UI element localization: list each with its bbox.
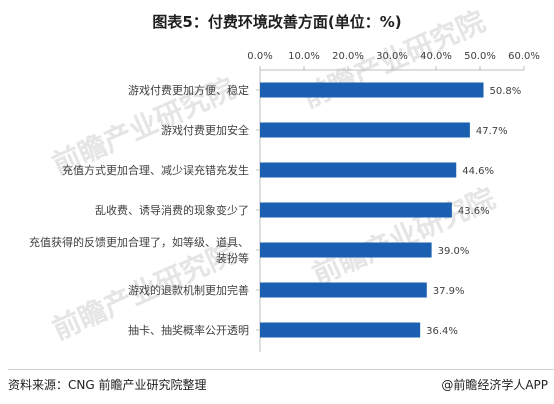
bar <box>260 242 432 258</box>
bars-layer: 50.8% 游戏付费更加方便、稳定 47.7% 游戏付费更加安全 44.6% 充值方式更加… <box>29 82 522 338</box>
x-tick-label: 60.0% <box>508 51 540 62</box>
category-label: 充值方式更加合理、减少误充错充发生 <box>62 163 249 177</box>
y-axis <box>256 70 261 352</box>
x-axis: 0.0% 10.0% 20.0% 30.0% 40.0% 50.0% 60.0% <box>247 51 540 71</box>
category-label: 游戏付费更加方便、稳定 <box>128 83 249 97</box>
data-label: 43.6% <box>458 206 490 217</box>
data-label: 47.7% <box>476 126 508 137</box>
bar <box>260 82 484 98</box>
bar <box>260 202 452 218</box>
category-label: 充值获得的反馈更加合理了，如等级、道具、 <box>29 235 249 249</box>
chart-title: 图表5：付费环境改善方面(单位：%) <box>152 13 402 31</box>
data-label: 39.0% <box>438 246 470 257</box>
category-label: 装扮等 <box>216 251 249 265</box>
category-label: 游戏付费更加安全 <box>161 123 249 137</box>
category-label: 抽卡、抽奖概率公开透明 <box>128 323 249 337</box>
x-tick-label: 20.0% <box>332 51 364 62</box>
data-label: 37.9% <box>433 286 465 297</box>
x-tick-label: 50.0% <box>464 51 496 62</box>
category-label: 游戏的退款机制更加完善 <box>128 283 249 297</box>
x-tick-label: 30.0% <box>376 51 408 62</box>
bar <box>260 162 457 178</box>
data-label: 36.4% <box>426 326 458 337</box>
watermark-text: 前瞻产业研究院 <box>307 182 499 292</box>
bar <box>260 282 427 298</box>
x-tick-label: 40.0% <box>420 51 452 62</box>
source-note: 资料来源：CNG 前瞻产业研究院整理 <box>8 378 207 392</box>
bar <box>260 122 470 138</box>
bar <box>260 322 421 338</box>
x-tick-label: 0.0% <box>247 51 272 62</box>
data-label: 44.6% <box>462 166 494 177</box>
footer-divider <box>8 369 554 370</box>
credit-note: @前瞻经济学人APP <box>441 378 548 392</box>
x-tick-label: 10.0% <box>288 51 320 62</box>
category-label: 乱收费、诱导消费的现象变少了 <box>95 203 249 217</box>
data-label: 50.8% <box>490 86 522 97</box>
